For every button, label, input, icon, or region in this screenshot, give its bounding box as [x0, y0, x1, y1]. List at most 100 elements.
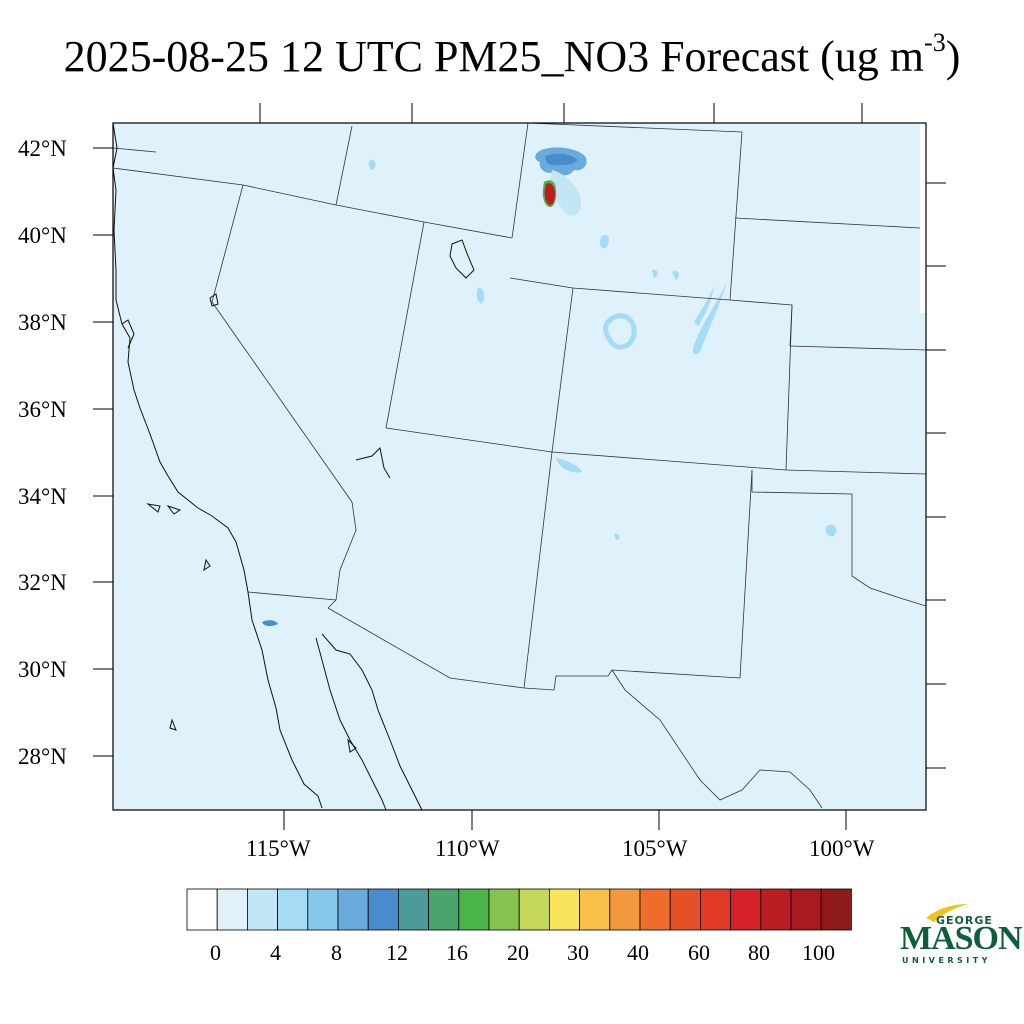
right-ticks: [926, 182, 946, 769]
colorbar-swatch-2: [246, 888, 278, 931]
border-sd-ne: [734, 217, 921, 229]
colorbar-swatch-6: [367, 888, 399, 931]
colorbar-label-4: 4: [270, 940, 281, 965]
title-exponent: -3: [924, 28, 946, 57]
logo-line1: GEORGE: [936, 914, 993, 927]
plume-wyoming-inner: [545, 153, 578, 166]
lon-label-110: 110°W: [435, 836, 500, 861]
blob-mexico: [262, 620, 278, 627]
lat-label-36: 36°N: [18, 397, 67, 422]
island-4: [169, 718, 177, 731]
colorbar-label-0: 0: [210, 940, 221, 965]
title-close: ): [945, 32, 961, 81]
blob-nm: [614, 533, 620, 540]
blob-utah: [476, 287, 485, 304]
border-co-ks: [785, 304, 793, 471]
border-co-nm: [551, 451, 787, 471]
blob-texas: [825, 524, 837, 537]
colorbar-swatch-0: [186, 888, 218, 931]
map-background: [113, 123, 926, 810]
map-edge-strip: [920, 123, 926, 313]
blob-colorado-streak: [693, 278, 728, 355]
border-nebraska-south: [789, 345, 927, 351]
border-wa-or: [112, 147, 157, 153]
colorbar-swatch-15: [639, 888, 671, 931]
border-ut-co: [551, 287, 574, 453]
lon-label-100: 100°W: [809, 836, 875, 861]
lat-label-32: 32°N: [18, 570, 67, 595]
lat-label-42: 42°N: [18, 136, 67, 161]
colorbar-swatch-8: [428, 888, 460, 931]
colorbar-label-8: 8: [331, 940, 342, 965]
colorbar-swatch-18: [730, 888, 762, 931]
map-frame: [112, 122, 927, 811]
colorbar-swatch-21: [820, 888, 852, 931]
lat-label-28: 28°N: [18, 744, 67, 769]
border-rio-grande: [611, 669, 823, 809]
blob-wyoming-south: [599, 234, 609, 249]
blob-newmexico: [556, 458, 582, 473]
gmu-logo: GEORGE MASON UNIVERSITY: [898, 900, 1023, 970]
border-az-nm: [523, 451, 553, 689]
border-nv-ut: [385, 221, 425, 429]
border-montana-wyoming: [527, 122, 743, 133]
border-wyoming-east: [729, 131, 743, 301]
colorbar: [186, 888, 852, 931]
colorbar-swatch-3: [277, 888, 309, 931]
colorbar-swatch-10: [488, 888, 520, 931]
border-ut-az-co-nm: [385, 427, 553, 453]
colorbar-swatch-12: [549, 888, 581, 931]
colorbar-swatch-17: [700, 888, 732, 931]
left-ticks: [93, 147, 113, 757]
colorbar-swatch-13: [579, 888, 611, 931]
colorbar-swatch-16: [669, 888, 701, 931]
colorbar-label-12: 12: [386, 940, 408, 965]
coast-pacific: [112, 122, 323, 809]
bottom-ticks: [283, 810, 847, 830]
border-ca-nv-diag: [211, 184, 353, 503]
colorbar-swatch-1: [216, 888, 248, 931]
blob-colorado-ring: [603, 313, 637, 350]
colorbar-label-30: 30: [567, 940, 589, 965]
colorbar-swatch-11: [518, 888, 550, 931]
colorbar-label-100: 100: [802, 940, 835, 965]
lon-label-115: 115°W: [246, 836, 311, 861]
lon-label-105: 105°W: [622, 836, 688, 861]
colorbar-swatch-20: [790, 888, 822, 931]
blob-ne-colorado: [672, 270, 679, 280]
island-3: [203, 558, 211, 572]
colorbar-swatch-4: [307, 888, 339, 931]
border-nm-tx: [523, 469, 753, 691]
concentration-overlay: [262, 147, 837, 627]
blob-idaho: [368, 159, 376, 170]
island-2: [166, 505, 182, 515]
blob-colorado-streak2: [694, 286, 714, 326]
border-az-mexico: [327, 607, 525, 689]
logo-line3: UNIVERSITY: [902, 956, 991, 965]
top-ticks: [259, 103, 863, 123]
logo-swoosh-icon: [926, 904, 968, 922]
island-1: [146, 503, 161, 513]
colorbar-swatch-9: [458, 888, 490, 931]
lake-mead: [355, 446, 391, 479]
lat-label-40: 40°N: [18, 223, 67, 248]
colorbar-label-80: 80: [748, 940, 770, 965]
colorbar-label-16: 16: [446, 940, 468, 965]
border-us-mexico-ca: [247, 591, 337, 601]
island-5: [347, 738, 357, 753]
colorbar-label-20: 20: [507, 940, 529, 965]
boundary-lines: [112, 122, 927, 809]
hotspot-core: [544, 183, 555, 206]
colorbar-swatch-5: [337, 888, 369, 931]
colorbar-swatch-19: [760, 888, 792, 931]
colorbar-label-60: 60: [688, 940, 710, 965]
border-ok-panhandle: [751, 470, 927, 607]
coastlines: [112, 122, 475, 811]
border-wyoming-west: [511, 122, 529, 239]
lake-tahoe: [209, 293, 219, 307]
coast-gulf-ca-east: [321, 633, 423, 811]
border-idaho-nv: [335, 125, 353, 206]
border-ks-ok: [785, 469, 927, 475]
colorbar-label-40: 40: [627, 940, 649, 965]
